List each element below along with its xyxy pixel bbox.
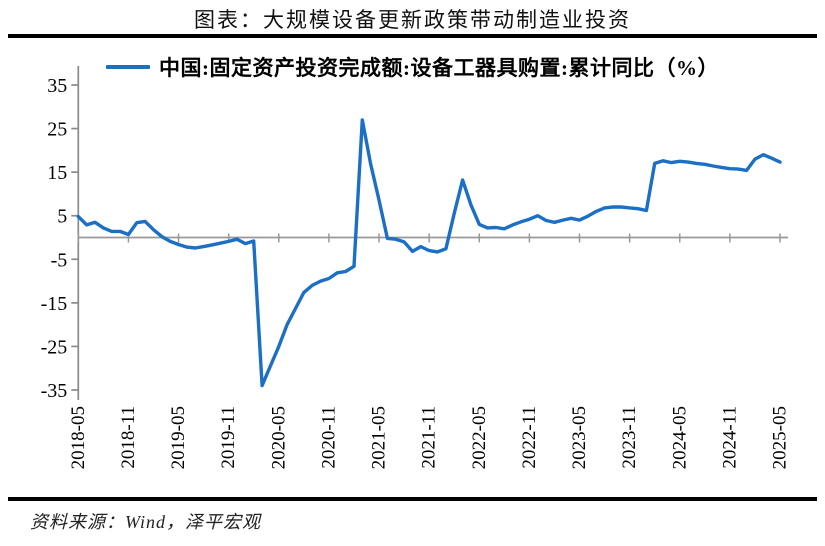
x-axis-tick-label: 2021-11 <box>419 406 440 469</box>
legend-series-label: 中国:固定资产投资完成额:设备工器具购置:累计同比（%） <box>159 56 719 80</box>
x-axis-tick-label: 2023-11 <box>619 406 640 469</box>
bottom-rule <box>8 497 817 501</box>
y-axis-tick-label: -25 <box>41 336 68 358</box>
chart-legend: 中国:固定资产投资完成额:设备工器具购置:累计同比（%） <box>0 52 825 82</box>
x-axis-tick-label: 2019-11 <box>218 406 239 469</box>
x-axis-tick-label: 2021-05 <box>369 406 390 469</box>
data-series-line <box>76 118 782 388</box>
x-axis-tick-label: 2022-11 <box>519 406 540 469</box>
top-rule <box>8 34 817 38</box>
x-axis-tick-label: 2018-11 <box>118 406 139 469</box>
y-axis-tick-label: -35 <box>41 380 68 402</box>
x-axis-tick-label: 2023-05 <box>569 406 590 469</box>
y-axis-tick-label: 35 <box>47 75 67 97</box>
y-axis-tick-label: 25 <box>47 119 67 141</box>
chart-title: 图表：大规模设备更新政策带动制造业投资 <box>194 8 631 32</box>
x-axis-tick-label: 2024-05 <box>669 406 690 469</box>
source-note: 资料来源：Wind，泽平宏观 <box>30 512 262 532</box>
y-axis-tick-label: -15 <box>41 293 68 315</box>
x-axis-tick-label: 2020-11 <box>318 406 339 469</box>
legend-line-sample <box>106 65 150 69</box>
x-axis-tick-label: 2024-11 <box>719 406 740 469</box>
x-axis-tick-label: 2022-05 <box>469 406 490 469</box>
y-axis-tick-label: -5 <box>51 249 68 271</box>
y-axis-tick-label: 5 <box>57 206 67 228</box>
x-axis-tick-label: 2020-05 <box>268 406 289 469</box>
x-axis-tick-label: 2025-05 <box>770 406 791 469</box>
x-axis-tick-label: 2018-05 <box>68 406 89 469</box>
x-axis-tick-label: 2019-05 <box>168 406 189 469</box>
y-axis-tick-label: 15 <box>47 162 67 184</box>
